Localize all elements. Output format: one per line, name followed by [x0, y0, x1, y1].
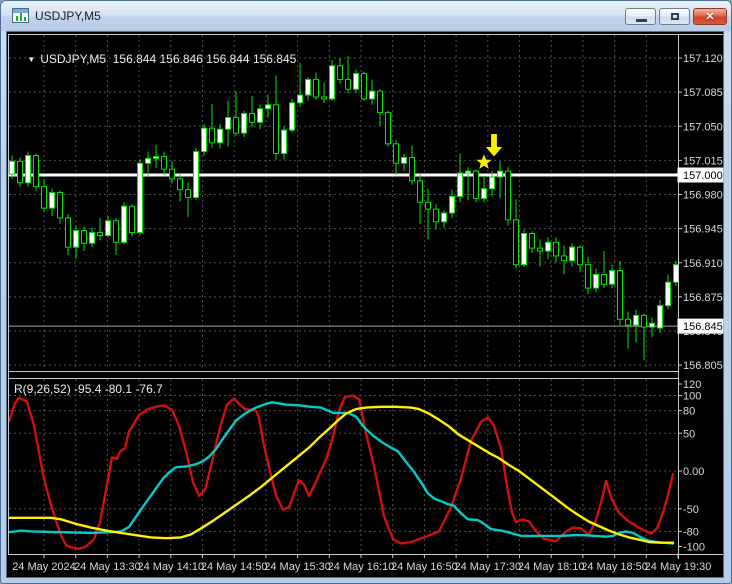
chart-window-icon[interactable] [12, 8, 29, 23]
header-open: 156.844 [112, 52, 157, 66]
header-close: 156.845 [252, 52, 297, 66]
minimize-button[interactable] [625, 8, 656, 25]
restore-icon [671, 13, 679, 20]
main-chart-canvas[interactable] [9, 34, 678, 371]
window-title: USDJPY,M5 [35, 9, 101, 23]
close-icon: ✕ [705, 11, 715, 23]
header-symbol: USDJPY,M5 [40, 52, 107, 66]
ohlc-header: ▼ USDJPY,M5 156.844 156.846 156.844 156.8… [14, 38, 296, 80]
chevron-down-icon[interactable]: ▼ [27, 55, 36, 64]
indicator-panel-canvas[interactable] [9, 378, 678, 554]
price-axis[interactable] [679, 34, 724, 554]
time-axis[interactable] [9, 555, 724, 575]
header-low: 156.844 [206, 52, 250, 66]
header-high: 156.846 [159, 52, 203, 66]
titlebar[interactable]: USDJPY,M5 ✕ [1, 1, 731, 31]
indicator-label: R(9,26,52) -95.4 -80.1 -76.7 [14, 382, 163, 396]
restore-button[interactable] [659, 8, 690, 25]
minimize-icon [636, 19, 647, 22]
close-button[interactable]: ✕ [693, 8, 727, 25]
panel-divider[interactable] [9, 371, 678, 378]
